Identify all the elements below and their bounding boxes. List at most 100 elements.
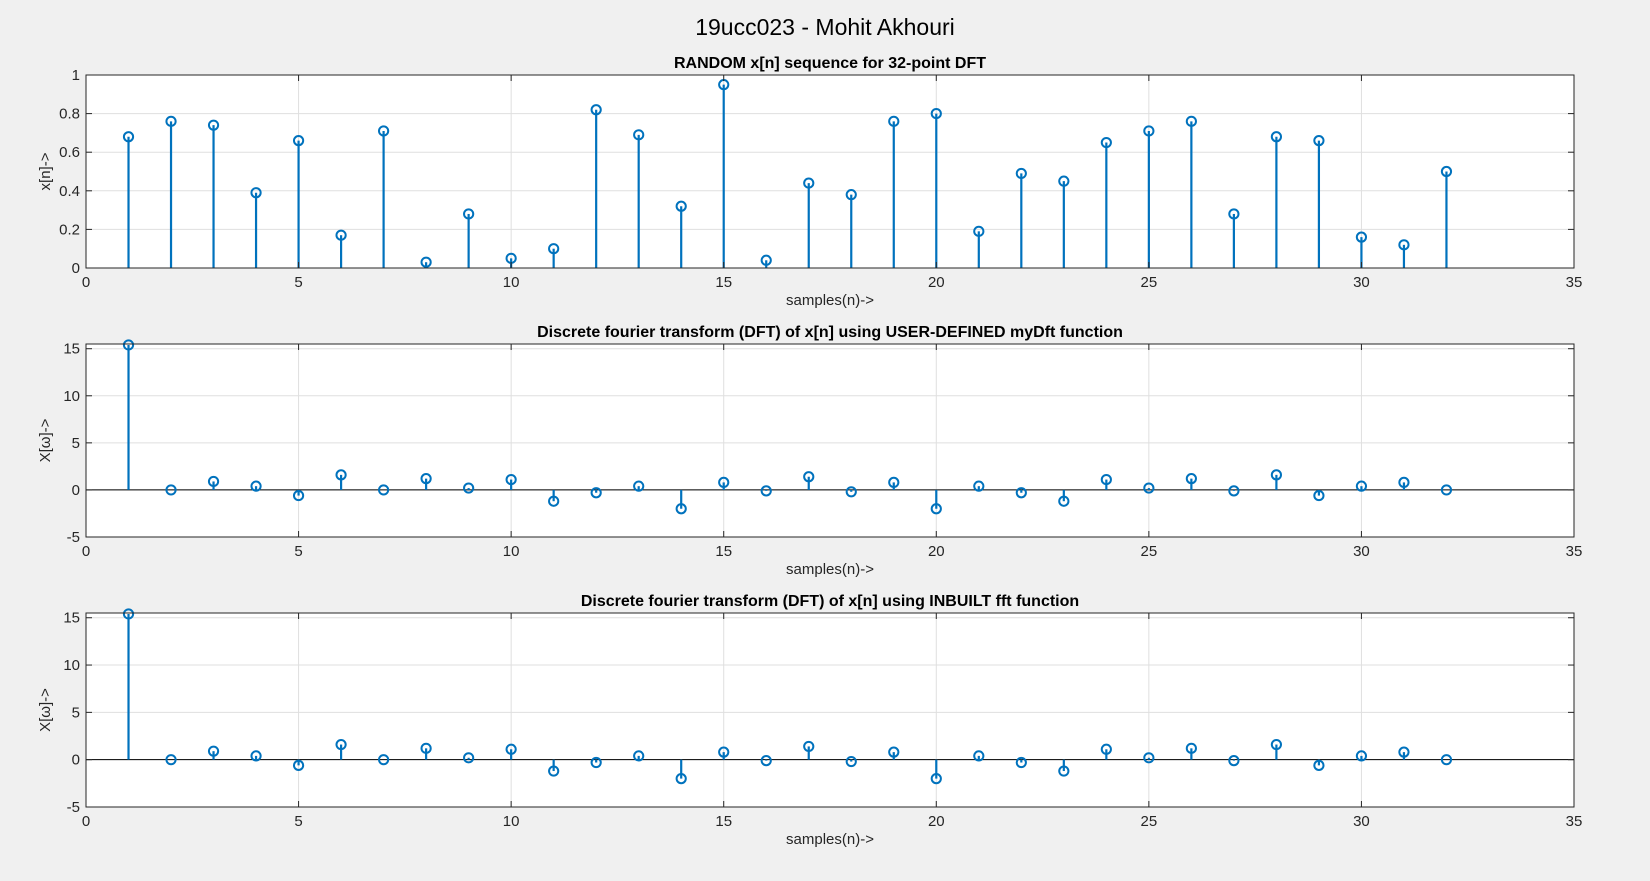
stem-marker: [633, 750, 645, 762]
stem-marker: [1100, 743, 1112, 755]
stem-marker: [207, 475, 220, 488]
x-tick-label: 5: [294, 274, 302, 291]
stem-marker: [378, 125, 390, 137]
stem-marker: [292, 759, 305, 771]
axes-box: [85, 612, 1575, 808]
stem-marker: [1185, 115, 1197, 127]
stem-marker: [378, 484, 390, 496]
stem-marker: [122, 131, 135, 143]
stem-marker: [930, 773, 942, 785]
stem-marker: [930, 503, 942, 515]
stem-marker: [633, 480, 645, 492]
y-tick-label: 15: [63, 341, 80, 358]
y-tick-label: 10: [63, 657, 80, 674]
axes-face: [86, 613, 1574, 807]
stem-marker: [845, 755, 857, 768]
stem-marker: [1270, 469, 1283, 481]
y-tick-label: 0: [72, 752, 80, 769]
x-tick-label: 0: [82, 543, 90, 560]
stem-marker: [463, 752, 475, 764]
y-tick-label: 0.8: [59, 106, 80, 123]
stem-marker: [1270, 738, 1283, 751]
subplot-title: RANDOM x[n] sequence for 32-point DFT: [674, 55, 986, 72]
y-tick-label: 0.4: [59, 183, 80, 200]
x-tick-label: 10: [503, 543, 520, 560]
stem-marker: [1398, 746, 1410, 758]
stem-marker: [250, 187, 262, 199]
y-tick-label: -5: [67, 529, 80, 546]
stem-marker: [675, 200, 687, 212]
stem-marker: [803, 471, 815, 483]
stem-marker: [463, 482, 475, 494]
x-tick-label: 15: [715, 813, 732, 830]
y-axis-label: X[ω]->: [37, 688, 54, 732]
stem-series: [86, 608, 1574, 785]
x-tick-label: 30: [1353, 543, 1370, 560]
stem-marker: [250, 750, 262, 762]
stem-marker: [1185, 742, 1197, 754]
stem-marker: [420, 256, 432, 268]
stem-marker: [973, 480, 985, 492]
stem-marker: [1058, 495, 1070, 507]
stem-marker: [803, 740, 815, 753]
x-tick-label: 15: [715, 543, 732, 560]
y-tick-label: 15: [63, 610, 80, 627]
grid-lines: [86, 75, 1574, 268]
stem-marker: [1185, 473, 1197, 485]
stem-marker: [505, 473, 517, 486]
x-tick-label: 25: [1141, 274, 1158, 291]
stem-marker: [165, 484, 177, 496]
axes-frame: 0 5 10 15 20 25 30 35 0 0.2 0.4 0.6 0.8 1: [59, 67, 1582, 291]
stem-marker: [122, 339, 135, 351]
stem-marker: [590, 487, 602, 499]
stem-marker: [1143, 125, 1155, 137]
stem-marker: [1355, 750, 1368, 762]
stem-marker: [505, 743, 517, 755]
grid-lines: [86, 613, 1574, 807]
stem-marker: [973, 225, 985, 237]
stem-marker: [760, 485, 772, 497]
stem-marker: [165, 754, 177, 766]
y-tick-label: 5: [72, 704, 80, 721]
stem-marker: [207, 119, 220, 131]
stem-marker: [590, 104, 602, 116]
stem-marker: [335, 229, 347, 241]
y-tick-label: 0.6: [59, 144, 80, 161]
stem-marker: [292, 489, 305, 502]
stem-marker: [1355, 231, 1368, 243]
stem-marker: [845, 486, 857, 498]
stem-marker: [1398, 476, 1410, 488]
x-tick-label: 10: [503, 813, 520, 830]
subplot-title: Discrete fourier transform (DFT) of x[n]…: [537, 324, 1123, 341]
y-tick-label: 0: [72, 260, 80, 277]
stem-marker: [122, 608, 135, 620]
stem-marker: [760, 755, 772, 767]
axes-box: [85, 74, 1575, 269]
stem-series: [86, 339, 1574, 515]
stem-marker: [1228, 755, 1240, 767]
stem-marker: [1440, 484, 1453, 496]
x-tick-label: 35: [1566, 274, 1583, 291]
stem-marker: [760, 254, 772, 266]
x-axis-label: samples(n)->: [786, 561, 874, 578]
x-tick-label: 5: [294, 813, 302, 830]
x-tick-label: 30: [1353, 813, 1370, 830]
stem-marker: [1015, 487, 1027, 499]
x-tick-label: 20: [928, 813, 945, 830]
y-axis-label: x[n]->: [37, 152, 54, 190]
stem-marker: [378, 754, 390, 766]
subplot-1: 0 5 10 15 20 25 30 35 0 0.2 0.4 0.6 0.8 1 RANDOM x[n]…: [37, 55, 1582, 309]
x-axis-label: samples(n)->: [786, 831, 874, 848]
axes-box: [85, 343, 1575, 538]
stem-marker: [888, 115, 900, 127]
stem-marker: [335, 469, 347, 481]
stem-series: [122, 79, 1453, 268]
stem-marker: [888, 746, 900, 758]
stem-marker: [420, 473, 432, 485]
stem-marker: [803, 177, 815, 189]
y-tick-label: -5: [67, 799, 80, 816]
stem-marker: [888, 476, 900, 488]
x-tick-label: 35: [1566, 813, 1583, 830]
